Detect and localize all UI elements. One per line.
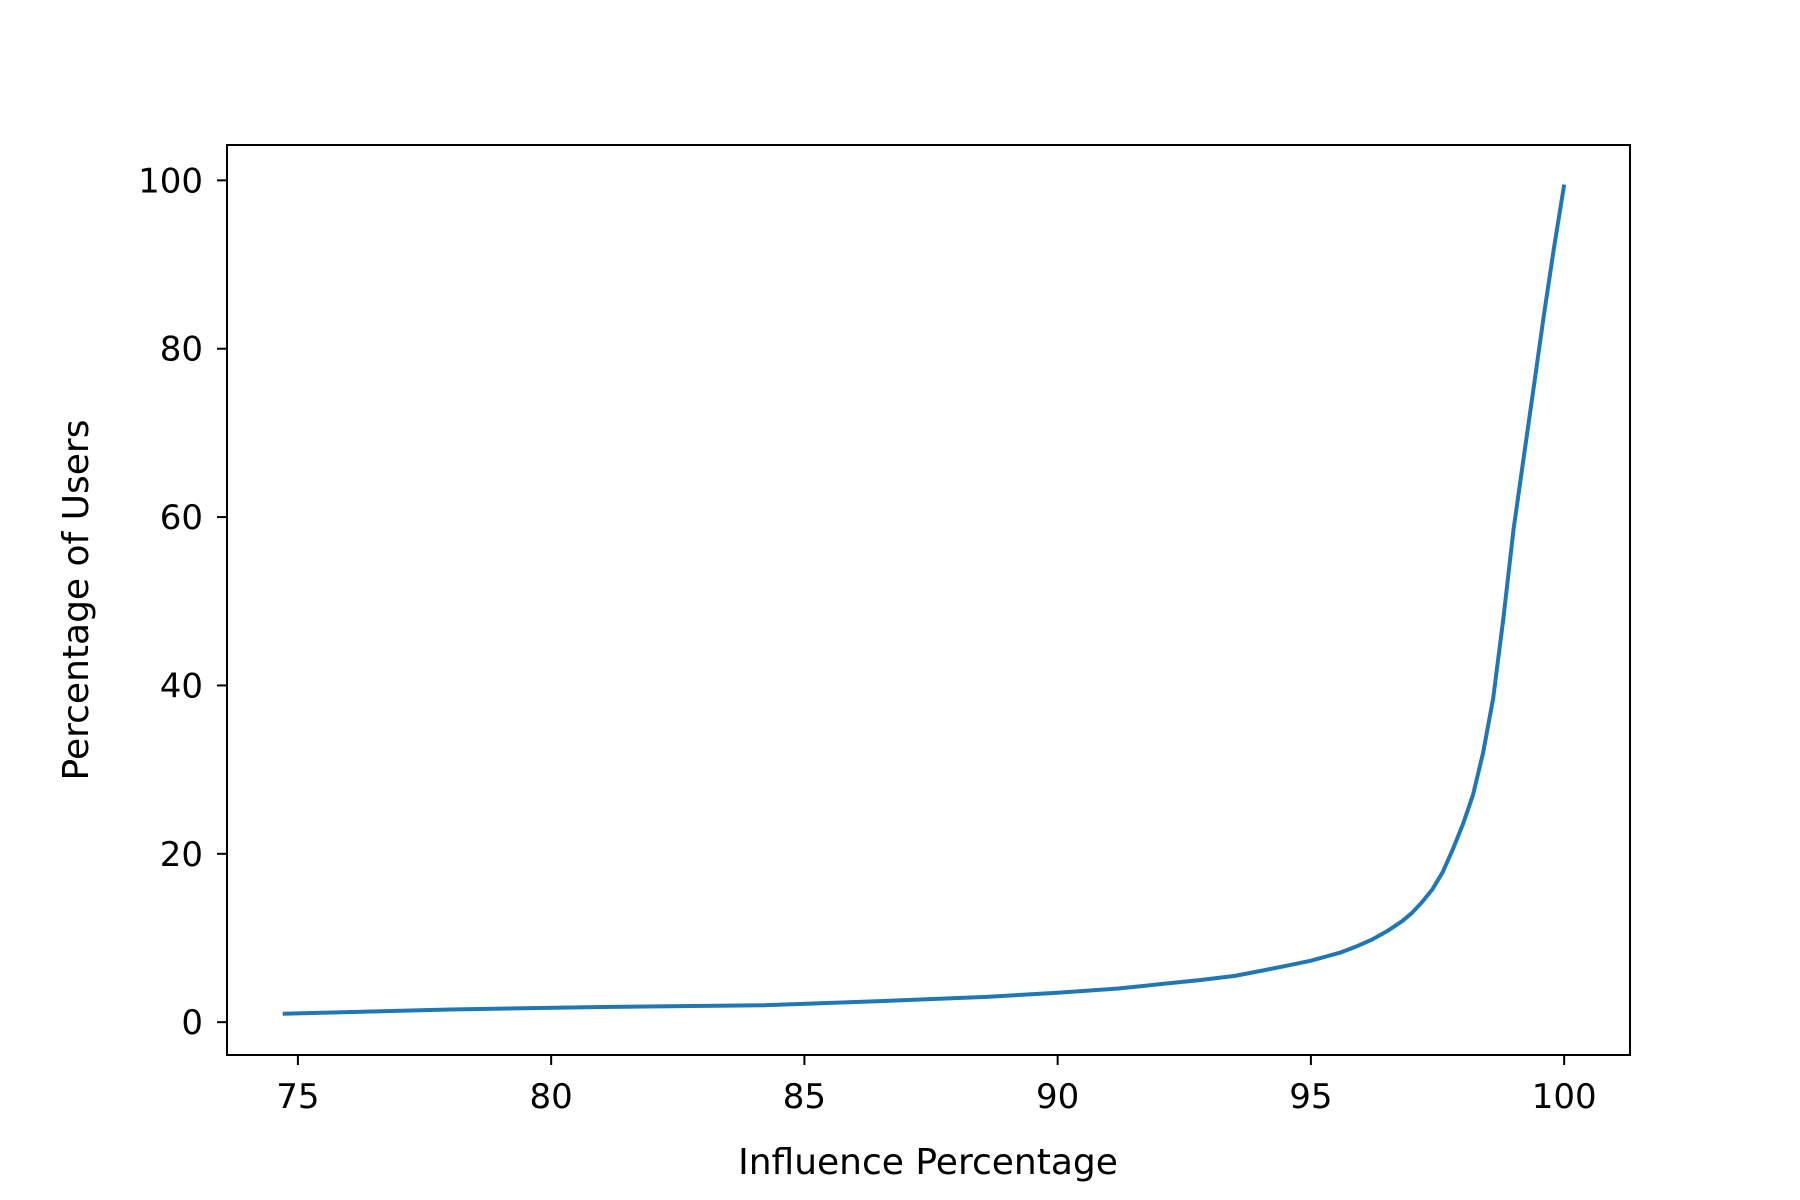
y-axis-label: Percentage of Users: [56, 420, 97, 781]
y-axis-ticks: 0 20 40 60 80 100: [138, 161, 227, 1043]
x-tick-label: 95: [1289, 1077, 1332, 1117]
x-axis-label: Influence Percentage: [738, 1142, 1118, 1183]
y-tick-label: 80: [160, 330, 203, 370]
plot-frame: [226, 144, 1631, 1056]
x-tick-label: 100: [1532, 1077, 1597, 1117]
y-tick-label: 20: [160, 835, 203, 875]
x-tick-label: 85: [783, 1077, 826, 1117]
y-tick-label: 100: [138, 161, 203, 201]
x-tick-label: 90: [1036, 1077, 1079, 1117]
y-tick-label: 60: [160, 498, 203, 538]
x-axis-ticks: 75 80 85 90 95 100: [276, 1055, 1597, 1117]
x-tick-label: 75: [276, 1077, 319, 1117]
x-tick-label: 80: [530, 1077, 573, 1117]
y-tick-label: 40: [160, 666, 203, 706]
y-tick-label: 0: [181, 1003, 203, 1043]
series-line: [282, 184, 1567, 1016]
